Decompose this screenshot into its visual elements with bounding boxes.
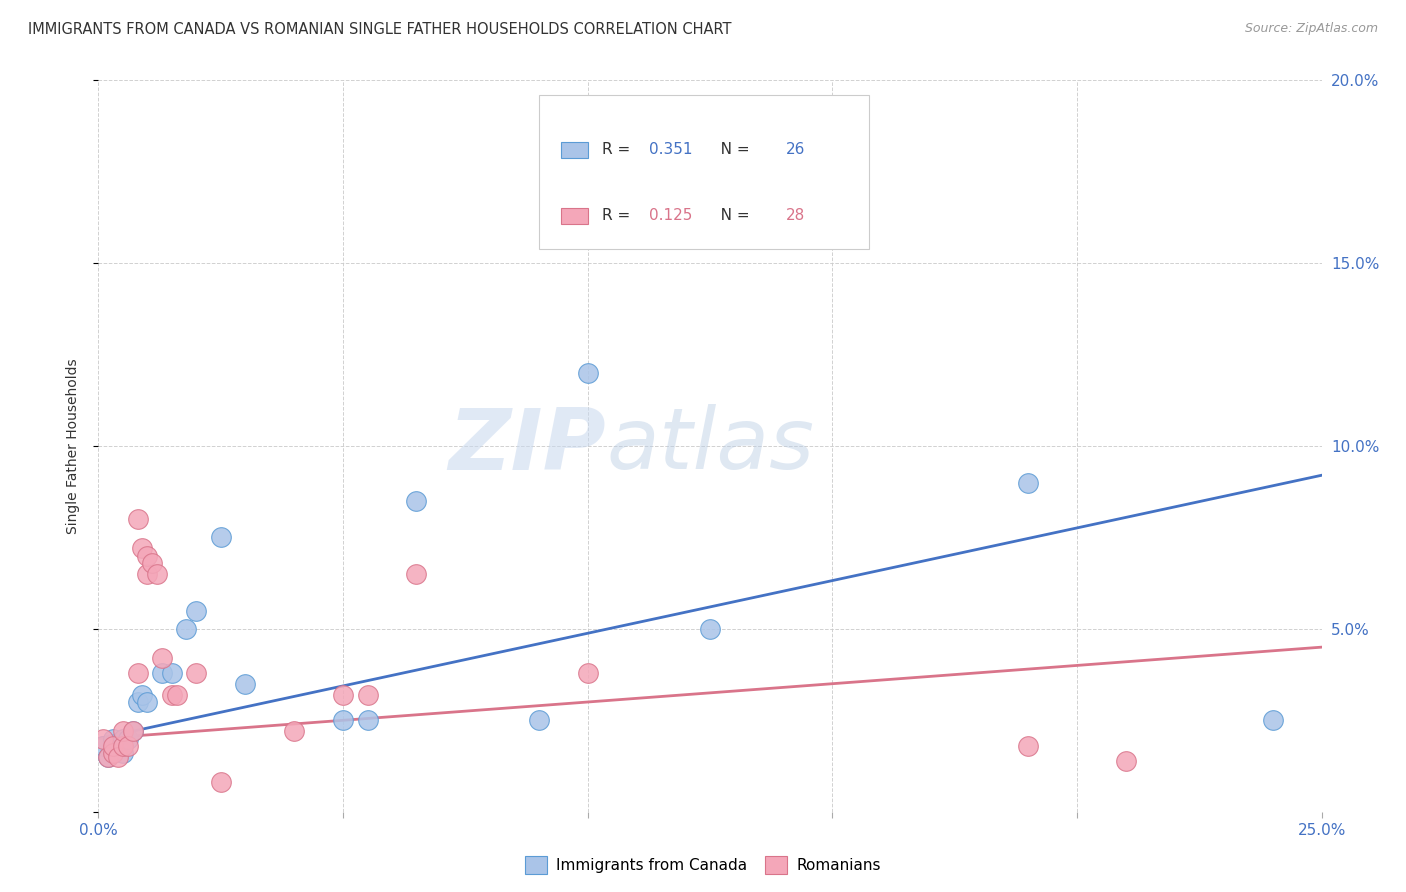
Point xyxy=(127,665,149,680)
Point xyxy=(150,665,173,680)
Point xyxy=(101,731,124,746)
Point xyxy=(107,739,129,753)
Point xyxy=(97,749,120,764)
FancyBboxPatch shape xyxy=(561,208,588,224)
Point xyxy=(209,775,232,789)
Point xyxy=(101,739,124,753)
Text: 28: 28 xyxy=(786,208,806,223)
Text: 26: 26 xyxy=(786,142,806,157)
Point xyxy=(101,746,124,760)
Text: Source: ZipAtlas.com: Source: ZipAtlas.com xyxy=(1244,22,1378,36)
Point xyxy=(405,493,427,508)
Point xyxy=(131,541,153,556)
Point xyxy=(1017,739,1039,753)
Point xyxy=(186,665,208,680)
Point xyxy=(117,731,139,746)
FancyBboxPatch shape xyxy=(561,142,588,158)
Point xyxy=(233,676,256,690)
Point xyxy=(97,749,120,764)
Point xyxy=(146,567,169,582)
Point xyxy=(176,622,198,636)
Point xyxy=(117,739,139,753)
Point xyxy=(160,688,183,702)
Point xyxy=(91,739,114,753)
Point xyxy=(111,739,134,753)
Point xyxy=(332,688,354,702)
Text: N =: N = xyxy=(706,208,755,223)
Text: atlas: atlas xyxy=(606,404,814,488)
FancyBboxPatch shape xyxy=(538,95,869,249)
Point xyxy=(356,714,378,728)
Point xyxy=(356,688,378,702)
Point xyxy=(121,724,143,739)
Text: ZIP: ZIP xyxy=(449,404,606,488)
Point xyxy=(131,688,153,702)
Point xyxy=(166,688,188,702)
Point xyxy=(136,549,159,563)
Point xyxy=(121,724,143,739)
Text: N =: N = xyxy=(706,142,755,157)
Text: 0.125: 0.125 xyxy=(650,208,692,223)
Point xyxy=(101,746,124,760)
Point xyxy=(209,530,232,544)
Text: R =: R = xyxy=(602,208,636,223)
Point xyxy=(405,567,427,582)
Point xyxy=(111,724,134,739)
Point xyxy=(107,749,129,764)
Point xyxy=(527,714,550,728)
Y-axis label: Single Father Households: Single Father Households xyxy=(66,359,80,533)
Point xyxy=(1017,475,1039,490)
Point xyxy=(186,603,208,617)
Text: 0.351: 0.351 xyxy=(650,142,692,157)
Point xyxy=(283,724,305,739)
Text: IMMIGRANTS FROM CANADA VS ROMANIAN SINGLE FATHER HOUSEHOLDS CORRELATION CHART: IMMIGRANTS FROM CANADA VS ROMANIAN SINGL… xyxy=(28,22,731,37)
Point xyxy=(111,746,134,760)
Point xyxy=(699,622,721,636)
Point xyxy=(141,556,163,570)
Legend: Immigrants from Canada, Romanians: Immigrants from Canada, Romanians xyxy=(519,850,887,880)
Point xyxy=(136,695,159,709)
Point xyxy=(160,665,183,680)
Point xyxy=(332,714,354,728)
Point xyxy=(127,695,149,709)
Point xyxy=(127,512,149,526)
Point xyxy=(91,731,114,746)
Text: R =: R = xyxy=(602,142,636,157)
Point xyxy=(150,651,173,665)
Point xyxy=(136,567,159,582)
Point xyxy=(111,731,134,746)
Point xyxy=(1261,714,1284,728)
Point xyxy=(1115,754,1137,768)
Point xyxy=(576,665,599,680)
Point xyxy=(576,366,599,380)
